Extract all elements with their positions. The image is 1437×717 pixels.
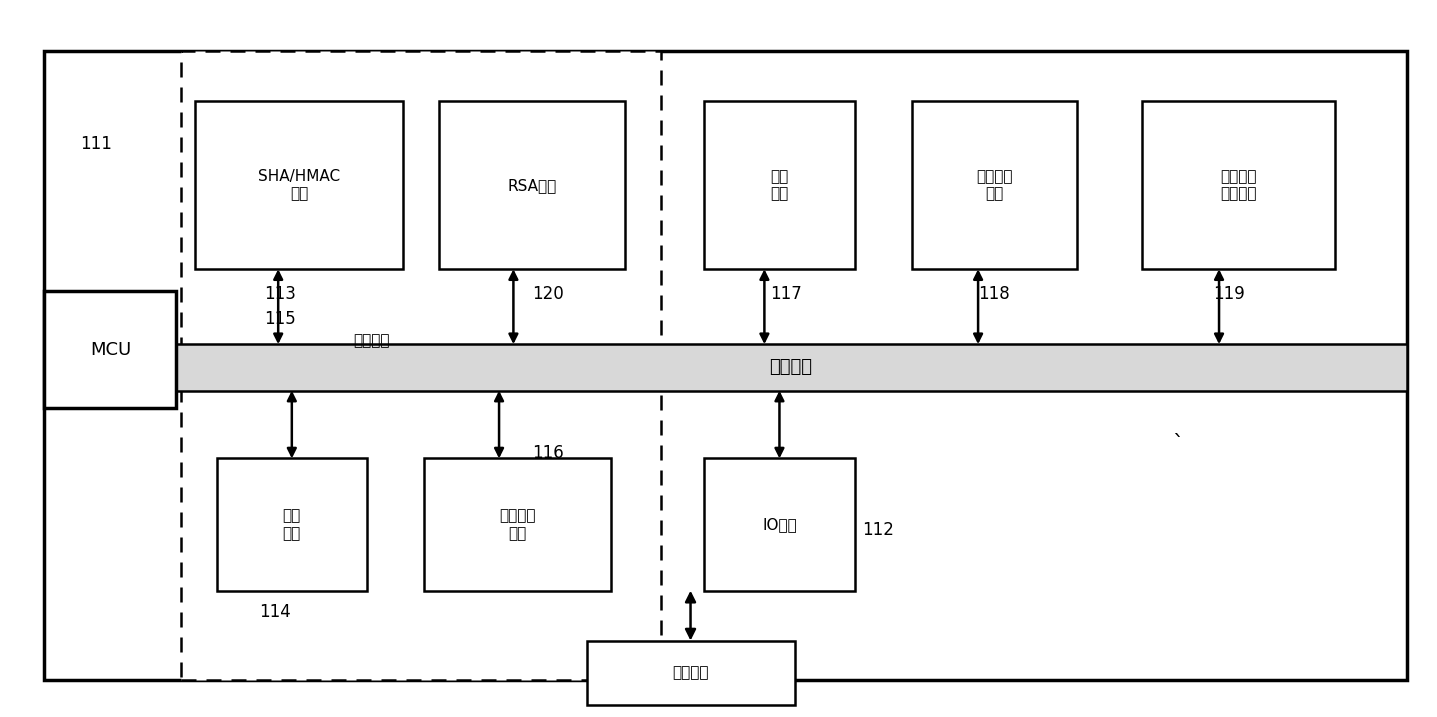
Bar xyxy=(586,640,795,705)
Bar xyxy=(912,101,1078,269)
Text: 114: 114 xyxy=(260,603,292,621)
Bar xyxy=(704,101,855,269)
Bar xyxy=(45,290,177,409)
Text: 117: 117 xyxy=(770,285,802,303)
Text: 电源
检测: 电源 检测 xyxy=(770,169,789,201)
Text: 115: 115 xyxy=(264,310,296,328)
Bar xyxy=(1141,101,1335,269)
Text: `: ` xyxy=(1173,435,1183,454)
Text: 加密模块: 加密模块 xyxy=(352,333,389,348)
Bar xyxy=(181,52,661,680)
Text: 113: 113 xyxy=(264,285,296,303)
Text: 易失性存
储器: 易失性存 储器 xyxy=(976,169,1013,201)
Bar xyxy=(424,458,611,591)
Text: 非易失性
性存储器: 非易失性 性存储器 xyxy=(1220,169,1256,201)
Text: MCU: MCU xyxy=(89,341,131,358)
Bar xyxy=(704,458,855,591)
Text: 111: 111 xyxy=(80,136,112,153)
Text: 119: 119 xyxy=(1213,285,1244,303)
Text: 随机数发
生器: 随机数发 生器 xyxy=(500,508,536,541)
Text: 内部总线: 内部总线 xyxy=(769,358,812,376)
Bar xyxy=(195,101,402,269)
Text: 外部接口: 外部接口 xyxy=(673,665,708,680)
Text: RSA模块: RSA模块 xyxy=(507,178,556,193)
Text: 120: 120 xyxy=(532,285,563,303)
Bar xyxy=(174,344,1407,391)
Bar xyxy=(45,52,1407,680)
Bar xyxy=(217,458,366,591)
Text: 116: 116 xyxy=(532,444,563,462)
Bar xyxy=(438,101,625,269)
Text: 118: 118 xyxy=(979,285,1010,303)
Text: SHA/HMAC
模块: SHA/HMAC 模块 xyxy=(257,169,341,201)
Text: 密钥
生成: 密钥 生成 xyxy=(283,508,300,541)
Text: IO接口: IO接口 xyxy=(762,517,798,532)
Text: 112: 112 xyxy=(862,521,894,539)
